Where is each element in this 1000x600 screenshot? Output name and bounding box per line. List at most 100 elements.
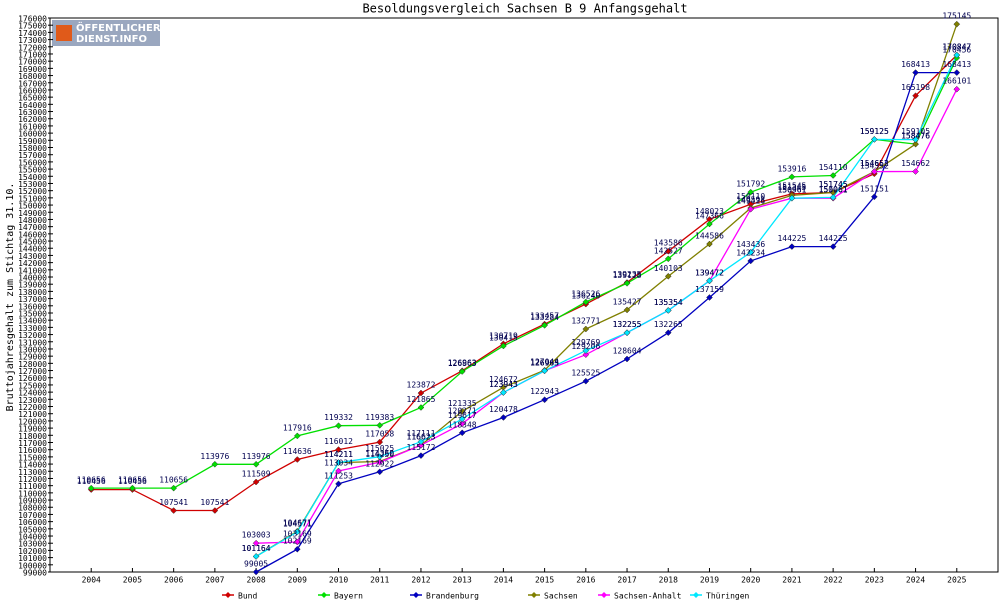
data-label: 136240 bbox=[571, 292, 600, 301]
x-tick-label: 2018 bbox=[659, 576, 678, 585]
data-point bbox=[376, 453, 384, 461]
x-tick-label: 2014 bbox=[494, 576, 513, 585]
x-tick-label: 2023 bbox=[865, 576, 884, 585]
y-tick-label: 108000 bbox=[18, 504, 47, 513]
data-label: 126965 bbox=[530, 358, 559, 367]
data-point bbox=[912, 92, 919, 100]
data-label: 168413 bbox=[942, 60, 971, 69]
data-label: 119617 bbox=[448, 411, 477, 420]
y-tick-label: 129000 bbox=[18, 353, 47, 362]
data-label: 154110 bbox=[819, 163, 848, 172]
data-point bbox=[252, 553, 260, 560]
data-label: 113034 bbox=[324, 459, 353, 468]
y-tick-label: 105000 bbox=[18, 525, 47, 534]
data-point bbox=[582, 298, 590, 306]
data-label: 122943 bbox=[530, 387, 559, 396]
data-point bbox=[335, 480, 342, 488]
x-tick-label: 2009 bbox=[288, 576, 307, 585]
data-point bbox=[623, 355, 631, 363]
data-point bbox=[788, 194, 796, 202]
data-point bbox=[623, 329, 631, 337]
data-label: 132265 bbox=[654, 320, 683, 329]
y-tick-label: 119000 bbox=[18, 425, 47, 434]
x-tick-label: 2017 bbox=[617, 576, 636, 585]
y-tick-label: 138000 bbox=[18, 288, 47, 297]
data-label: 132771 bbox=[571, 317, 600, 326]
x-tick-label: 2025 bbox=[947, 576, 966, 585]
data-label: 124672 bbox=[489, 375, 518, 384]
data-label: 103169 bbox=[283, 530, 312, 539]
x-tick-label: 2007 bbox=[205, 576, 224, 585]
data-point bbox=[335, 422, 342, 430]
data-point bbox=[458, 368, 466, 375]
data-label: 132255 bbox=[613, 320, 642, 329]
y-tick-label: 141000 bbox=[18, 266, 47, 275]
data-label: 123872 bbox=[407, 381, 436, 390]
data-point bbox=[541, 321, 548, 329]
data-label: 120271 bbox=[448, 406, 477, 415]
data-point bbox=[376, 458, 384, 466]
data-label: 139128 bbox=[613, 271, 642, 280]
y-tick-label: 152000 bbox=[18, 187, 47, 196]
data-label: 148023 bbox=[695, 207, 724, 216]
data-label: 102169 bbox=[283, 537, 312, 546]
y-tick-label: 176000 bbox=[18, 15, 47, 24]
data-label: 115172 bbox=[407, 443, 436, 452]
data-point bbox=[293, 528, 301, 536]
y-tick-label: 100000 bbox=[18, 561, 47, 570]
y-tick-label: 174000 bbox=[18, 29, 47, 38]
y-tick-label: 148000 bbox=[18, 216, 47, 225]
data-point bbox=[500, 342, 507, 350]
data-label: 113976 bbox=[200, 452, 229, 461]
y-tick-label: 118000 bbox=[18, 432, 47, 441]
data-point bbox=[747, 257, 755, 265]
x-tick-label: 2024 bbox=[906, 576, 925, 585]
x-tick-label: 2005 bbox=[123, 576, 142, 585]
y-tick-label: 139000 bbox=[18, 281, 47, 290]
data-label: 112922 bbox=[365, 459, 394, 468]
y-tick-label: 113000 bbox=[18, 468, 47, 477]
data-point bbox=[458, 420, 466, 428]
data-point bbox=[211, 460, 219, 468]
data-label: 110456 bbox=[77, 477, 106, 486]
legend-label: Sachsen-Anhalt bbox=[614, 592, 682, 600]
y-tick-label: 124000 bbox=[18, 389, 47, 398]
data-label: 168413 bbox=[901, 60, 930, 69]
data-label: 139235 bbox=[613, 270, 642, 279]
x-tick-label: 2013 bbox=[453, 576, 472, 585]
y-tick-label: 150000 bbox=[18, 202, 47, 211]
y-tick-label: 164000 bbox=[18, 101, 47, 110]
y-tick-label: 161000 bbox=[18, 122, 47, 131]
x-tick-label: 2020 bbox=[741, 576, 760, 585]
data-label: 166101 bbox=[942, 77, 971, 86]
y-tick-label: 133000 bbox=[18, 324, 47, 333]
series-line bbox=[255, 71, 957, 573]
data-point bbox=[129, 484, 136, 492]
data-label: 114636 bbox=[283, 447, 312, 456]
y-tick-label: 135000 bbox=[18, 309, 47, 318]
data-point bbox=[912, 69, 919, 76]
data-label: 151545 bbox=[777, 181, 806, 190]
data-point bbox=[458, 415, 466, 423]
y-tick-label: 125000 bbox=[18, 381, 47, 390]
data-label: 135354 bbox=[654, 298, 683, 307]
data-point bbox=[953, 20, 961, 28]
y-tick-label: 123000 bbox=[18, 396, 47, 405]
y-tick-label: 134000 bbox=[18, 317, 47, 326]
data-label: 115025 bbox=[365, 444, 394, 453]
data-label: 113976 bbox=[242, 452, 271, 461]
data-point bbox=[829, 194, 837, 201]
y-tick-label: 147000 bbox=[18, 223, 47, 232]
data-label: 117111 bbox=[407, 429, 436, 438]
data-point bbox=[293, 545, 301, 553]
legend-label: Bayern bbox=[334, 592, 363, 600]
series-line bbox=[91, 57, 958, 489]
data-point bbox=[417, 389, 425, 397]
data-point bbox=[252, 460, 260, 468]
data-point bbox=[912, 168, 919, 175]
logo-text: DIENST.INFO bbox=[76, 34, 147, 45]
data-label: 101164 bbox=[242, 544, 271, 553]
x-tick-label: 2015 bbox=[535, 576, 554, 585]
